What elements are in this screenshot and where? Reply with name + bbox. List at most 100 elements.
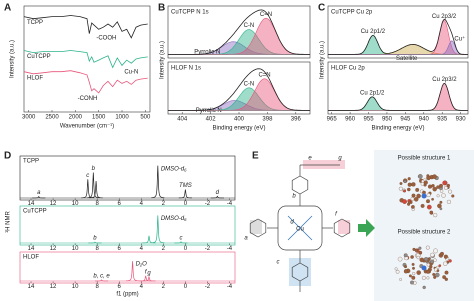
peak-label: d	[216, 190, 220, 196]
x-tick-label: 6	[118, 246, 122, 252]
x-tick-label: 400	[234, 117, 245, 123]
atom	[424, 257, 429, 262]
atom	[431, 197, 434, 201]
component-label: Cu 2p3/2	[432, 77, 457, 83]
component-label: Satellite	[396, 56, 418, 62]
atom	[422, 285, 426, 290]
x-tick-label: 6	[118, 284, 122, 290]
atom	[427, 184, 433, 189]
x-tick-label: 4	[140, 201, 144, 207]
panel-title: HLOF Cu 2p	[331, 66, 365, 72]
atom	[416, 270, 421, 275]
diagram-label: d	[290, 220, 294, 226]
structure-title: Possible structure 2	[398, 230, 451, 236]
plot-frame	[327, 61, 469, 115]
nmr-peak	[151, 215, 165, 244]
cu-n-bond	[287, 227, 301, 241]
nmr-peak	[210, 195, 224, 199]
annotation: -COOH	[96, 35, 116, 41]
atom	[416, 255, 420, 260]
strip-frame	[19, 205, 236, 246]
component-label: Pyrrolic N	[194, 49, 220, 55]
atom	[408, 274, 412, 278]
x-tick-label: 2	[162, 246, 166, 252]
peak-label: f	[145, 269, 148, 275]
x-tick-label: 950	[382, 117, 393, 123]
x-tick-label: 8	[96, 201, 100, 207]
atom	[413, 197, 419, 202]
x-tick-label: 404	[177, 117, 188, 123]
x-tick-label: 396	[291, 117, 302, 123]
x-tick-label: 12	[50, 284, 57, 290]
atom	[411, 262, 415, 266]
nmr-peak	[139, 275, 153, 282]
x-axis-label: f1 (ppm)	[116, 292, 138, 298]
x-tick-label: 4	[140, 284, 144, 290]
nmr-peak	[88, 241, 102, 244]
molecule-render	[394, 245, 452, 290]
series-label: CuTCPP	[27, 54, 51, 60]
atom	[432, 272, 436, 277]
atom	[403, 269, 409, 274]
render-background	[374, 150, 474, 301]
x-tick-label: 0	[184, 246, 188, 252]
spectrum-line	[23, 50, 148, 69]
x-tick-label: -4	[227, 246, 233, 252]
panel-title: CuTCPP N 1s	[171, 10, 209, 16]
metal-center	[421, 265, 427, 271]
atom	[441, 193, 446, 198]
diagram-label: b	[292, 194, 296, 200]
atom	[433, 213, 438, 218]
atom	[451, 194, 455, 198]
fit-envelope	[328, 82, 468, 111]
atom	[436, 194, 440, 198]
x-tick-label: -2	[205, 246, 211, 252]
peak-label: a	[37, 190, 41, 196]
atom	[442, 180, 448, 186]
atom	[418, 246, 422, 250]
highlight-left	[250, 220, 262, 234]
strip-frame	[19, 251, 236, 284]
x-tick-label: 4	[140, 246, 144, 252]
atom	[399, 182, 403, 185]
x-axis-label: Binding energy (eV)	[212, 126, 265, 132]
atom	[426, 199, 430, 204]
atom	[431, 184, 435, 188]
phenyl-ring	[249, 218, 267, 238]
atom	[448, 259, 452, 263]
x-tick-label: 1000	[115, 115, 129, 121]
atom	[430, 252, 435, 258]
component-label: C=N	[260, 12, 272, 18]
atom	[399, 278, 402, 281]
x-tick-label: 2	[162, 284, 166, 290]
atom	[426, 204, 432, 210]
atom	[410, 280, 414, 285]
x-tick-label: 14	[28, 201, 35, 207]
series-label: HLOF	[23, 255, 39, 261]
atom	[440, 251, 444, 256]
nmr-peak	[94, 279, 109, 282]
diagram-label: f	[335, 212, 338, 218]
x-axis-label: Wavenumber (cm⁻¹)	[60, 124, 114, 130]
atom	[439, 200, 443, 204]
atom	[433, 275, 437, 279]
annotation: Cu-N	[124, 69, 138, 75]
x-tick-label: 2500	[45, 115, 59, 121]
atom	[446, 199, 451, 204]
atom	[446, 183, 450, 188]
y-axis-label: Intensity (a.u.)	[10, 40, 16, 78]
x-tick-label: -2	[205, 201, 211, 207]
series-label: HLOF	[27, 75, 43, 81]
atom	[403, 179, 407, 184]
atom	[439, 183, 443, 188]
atom	[411, 205, 415, 209]
component-label: Cu 2p3/2	[432, 14, 457, 20]
atom	[442, 275, 446, 279]
nmr-peak	[142, 235, 156, 244]
atom	[426, 263, 430, 267]
atom	[397, 256, 403, 262]
atom	[407, 187, 411, 192]
phenyl-ring	[291, 175, 309, 195]
cu-n-bond	[287, 215, 301, 229]
atom	[417, 174, 423, 179]
